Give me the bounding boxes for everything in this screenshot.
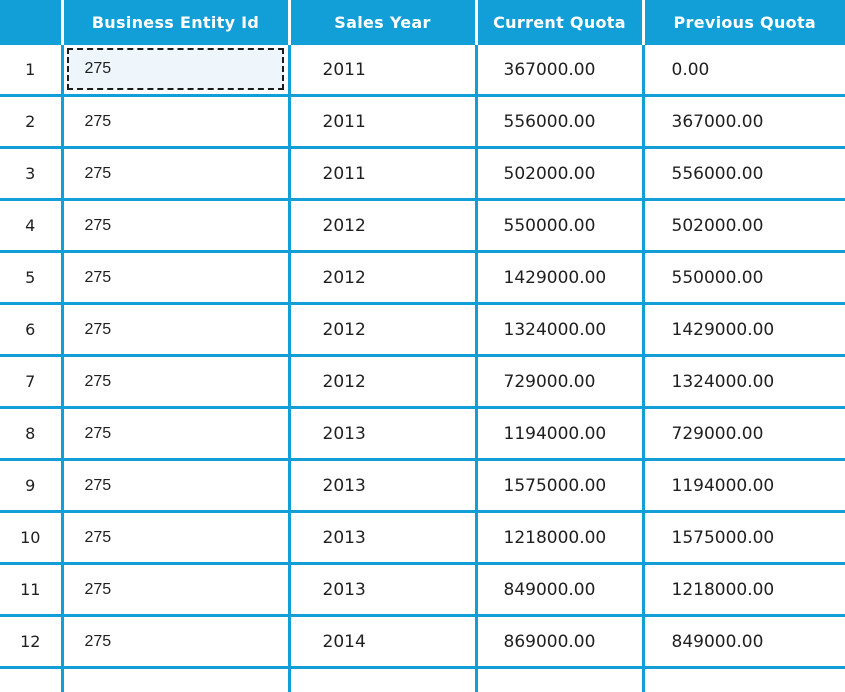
cell-sales-year[interactable]: 2012 bbox=[289, 304, 476, 356]
table-row: 3 275 2011 502000.00 556000.00 bbox=[0, 148, 845, 200]
row-number[interactable]: 1 bbox=[0, 45, 62, 96]
row-number[interactable]: 3 bbox=[0, 148, 62, 200]
cell-current-quota[interactable]: 550000.00 bbox=[476, 200, 643, 252]
table-row-partial bbox=[0, 668, 845, 692]
cell-business-entity-id[interactable]: 275 bbox=[62, 356, 289, 408]
table-row: 9 275 2013 1575000.00 1194000.00 bbox=[0, 460, 845, 512]
cell-sales-year[interactable]: 2013 bbox=[289, 408, 476, 460]
cell-previous-quota[interactable]: 1194000.00 bbox=[643, 460, 845, 512]
row-number[interactable] bbox=[0, 668, 62, 692]
cell-sales-year[interactable] bbox=[289, 668, 476, 692]
cell-previous-quota[interactable]: 1575000.00 bbox=[643, 512, 845, 564]
row-number[interactable]: 6 bbox=[0, 304, 62, 356]
cell-sales-year[interactable]: 2013 bbox=[289, 460, 476, 512]
cell-sales-year[interactable]: 2013 bbox=[289, 564, 476, 616]
cell-previous-quota[interactable]: 367000.00 bbox=[643, 96, 845, 148]
row-number[interactable]: 8 bbox=[0, 408, 62, 460]
cell-current-quota[interactable]: 1429000.00 bbox=[476, 252, 643, 304]
cell-current-quota[interactable]: 1324000.00 bbox=[476, 304, 643, 356]
table-row: 1 275 2011 367000.00 0.00 bbox=[0, 45, 845, 96]
row-number[interactable]: 9 bbox=[0, 460, 62, 512]
table-row: 10 275 2013 1218000.00 1575000.00 bbox=[0, 512, 845, 564]
cell-current-quota[interactable]: 367000.00 bbox=[476, 45, 643, 96]
column-header-sales-year[interactable]: Sales Year bbox=[289, 0, 476, 45]
cell-business-entity-id[interactable]: 275 bbox=[62, 148, 289, 200]
cell-current-quota[interactable]: 1194000.00 bbox=[476, 408, 643, 460]
row-number[interactable]: 5 bbox=[0, 252, 62, 304]
table-row: 7 275 2012 729000.00 1324000.00 bbox=[0, 356, 845, 408]
selected-cell-value: 275 bbox=[85, 60, 112, 78]
cell-sales-year[interactable]: 2013 bbox=[289, 512, 476, 564]
table-row: 2 275 2011 556000.00 367000.00 bbox=[0, 96, 845, 148]
cell-sales-year[interactable]: 2014 bbox=[289, 616, 476, 668]
cell-current-quota[interactable]: 729000.00 bbox=[476, 356, 643, 408]
cell-business-entity-id[interactable]: 275 bbox=[62, 45, 289, 96]
cell-current-quota[interactable] bbox=[476, 668, 643, 692]
cell-business-entity-id[interactable] bbox=[62, 668, 289, 692]
column-header-previous-quota[interactable]: Previous Quota bbox=[643, 0, 845, 45]
cell-business-entity-id[interactable]: 275 bbox=[62, 512, 289, 564]
cell-business-entity-id[interactable]: 275 bbox=[62, 200, 289, 252]
cell-previous-quota[interactable]: 729000.00 bbox=[643, 408, 845, 460]
column-header-business-entity-id[interactable]: Business Entity Id bbox=[62, 0, 289, 45]
cell-sales-year[interactable]: 2012 bbox=[289, 252, 476, 304]
row-number-header bbox=[0, 0, 62, 45]
cell-sales-year[interactable]: 2012 bbox=[289, 356, 476, 408]
column-header-current-quota[interactable]: Current Quota bbox=[476, 0, 643, 45]
table-row: 4 275 2012 550000.00 502000.00 bbox=[0, 200, 845, 252]
cell-previous-quota[interactable] bbox=[643, 668, 845, 692]
cell-business-entity-id[interactable]: 275 bbox=[62, 304, 289, 356]
cell-previous-quota[interactable]: 849000.00 bbox=[643, 616, 845, 668]
table-row: 5 275 2012 1429000.00 550000.00 bbox=[0, 252, 845, 304]
row-number[interactable]: 7 bbox=[0, 356, 62, 408]
cell-previous-quota[interactable]: 1218000.00 bbox=[643, 564, 845, 616]
cell-sales-year[interactable]: 2011 bbox=[289, 45, 476, 96]
cell-previous-quota[interactable]: 1429000.00 bbox=[643, 304, 845, 356]
cell-previous-quota[interactable]: 550000.00 bbox=[643, 252, 845, 304]
row-number[interactable]: 10 bbox=[0, 512, 62, 564]
cell-current-quota[interactable]: 1575000.00 bbox=[476, 460, 643, 512]
cell-current-quota[interactable]: 556000.00 bbox=[476, 96, 643, 148]
table-row: 6 275 2012 1324000.00 1429000.00 bbox=[0, 304, 845, 356]
row-number[interactable]: 11 bbox=[0, 564, 62, 616]
cell-business-entity-id[interactable]: 275 bbox=[62, 564, 289, 616]
cell-business-entity-id[interactable]: 275 bbox=[62, 252, 289, 304]
cell-business-entity-id[interactable]: 275 bbox=[62, 460, 289, 512]
row-number[interactable]: 2 bbox=[0, 96, 62, 148]
cell-previous-quota[interactable]: 0.00 bbox=[643, 45, 845, 96]
selected-cell[interactable]: 275 bbox=[67, 48, 284, 90]
grid-body: 1 275 2011 367000.00 0.00 2 275 2011 556… bbox=[0, 45, 845, 692]
cell-previous-quota[interactable]: 556000.00 bbox=[643, 148, 845, 200]
table-row: 11 275 2013 849000.00 1218000.00 bbox=[0, 564, 845, 616]
cell-business-entity-id[interactable]: 275 bbox=[62, 408, 289, 460]
cell-current-quota[interactable]: 869000.00 bbox=[476, 616, 643, 668]
cell-business-entity-id[interactable]: 275 bbox=[62, 96, 289, 148]
cell-sales-year[interactable]: 2011 bbox=[289, 148, 476, 200]
cell-business-entity-id[interactable]: 275 bbox=[62, 616, 289, 668]
table-row: 12 275 2014 869000.00 849000.00 bbox=[0, 616, 845, 668]
row-number[interactable]: 12 bbox=[0, 616, 62, 668]
cell-current-quota[interactable]: 502000.00 bbox=[476, 148, 643, 200]
cell-current-quota[interactable]: 1218000.00 bbox=[476, 512, 643, 564]
table-row: 8 275 2013 1194000.00 729000.00 bbox=[0, 408, 845, 460]
grid-header: Business Entity Id Sales Year Current Qu… bbox=[0, 0, 845, 45]
cell-previous-quota[interactable]: 1324000.00 bbox=[643, 356, 845, 408]
cell-sales-year[interactable]: 2011 bbox=[289, 96, 476, 148]
row-number[interactable]: 4 bbox=[0, 200, 62, 252]
cell-current-quota[interactable]: 849000.00 bbox=[476, 564, 643, 616]
header-row: Business Entity Id Sales Year Current Qu… bbox=[0, 0, 845, 45]
cell-previous-quota[interactable]: 502000.00 bbox=[643, 200, 845, 252]
cell-sales-year[interactable]: 2012 bbox=[289, 200, 476, 252]
